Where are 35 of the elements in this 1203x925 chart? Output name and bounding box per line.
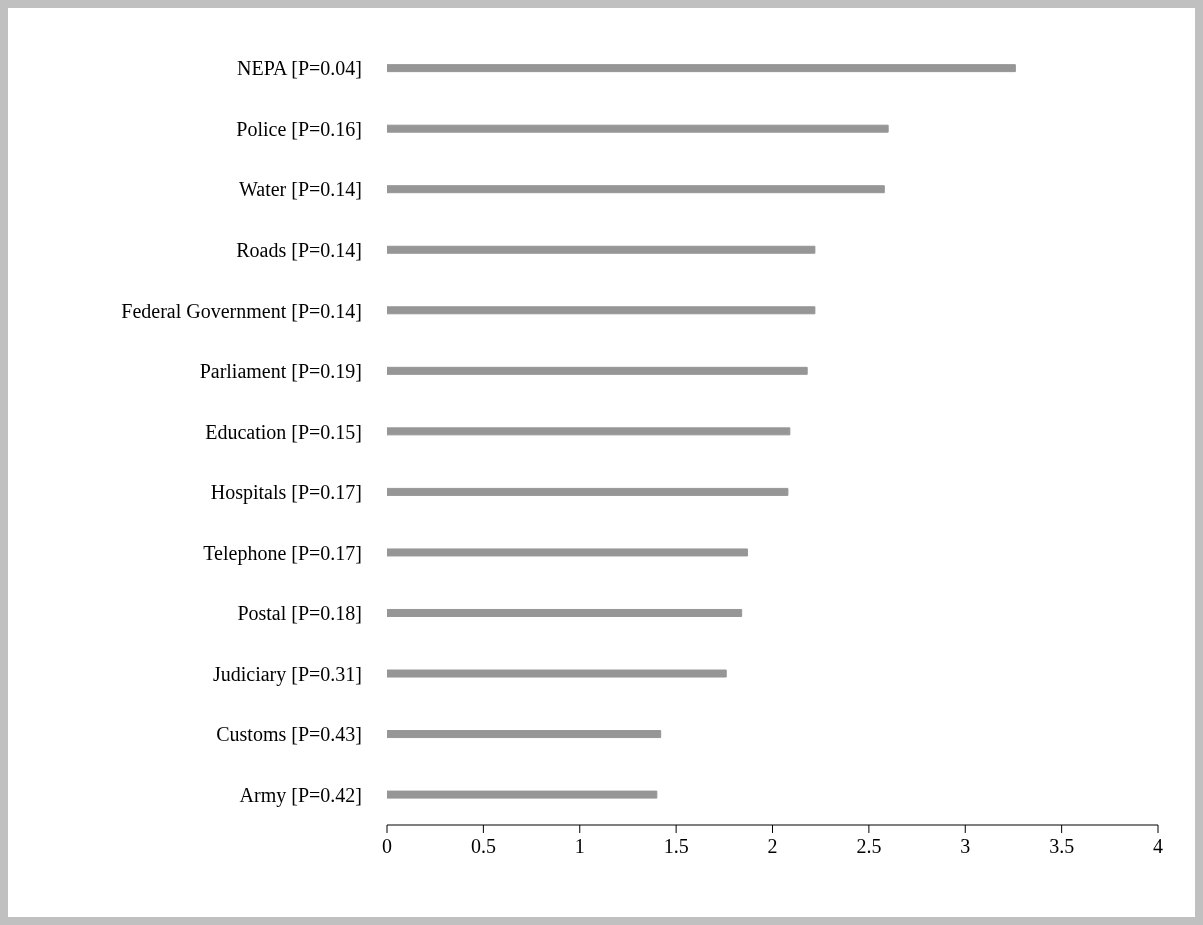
bar xyxy=(387,245,816,254)
x-tick-label: 0 xyxy=(382,835,392,858)
bar xyxy=(387,185,885,194)
bar xyxy=(387,306,816,315)
y-tick-label: Hospitals [P=0.17] xyxy=(210,481,362,505)
x-tick-label: 0.5 xyxy=(470,835,496,858)
y-tick-label: Parliament [P=0.19] xyxy=(199,360,362,383)
y-tick-label: NEPA [P=0.04] xyxy=(236,57,362,80)
y-tick-label: Roads [P=0.14] xyxy=(236,238,362,261)
x-tick-label: 1.5 xyxy=(663,835,689,858)
y-tick-label: Police [P=0.16] xyxy=(236,117,362,140)
y-tick-label: Judiciary [P=0.31] xyxy=(212,662,362,686)
x-tick-label: 3 xyxy=(960,835,971,858)
x-tick-label: 2.5 xyxy=(856,835,882,858)
bar xyxy=(387,669,727,678)
y-tick-label: Water [P=0.14] xyxy=(239,178,362,201)
x-tick-label: 2 xyxy=(767,835,778,858)
bar xyxy=(387,790,658,799)
x-tick-label: 4 xyxy=(1153,835,1163,858)
y-tick-label: Education [P=0.15] xyxy=(205,420,362,443)
y-tick-label: Telephone [P=0.17] xyxy=(203,541,362,565)
x-tick-label: 1 xyxy=(574,835,585,858)
bar xyxy=(387,487,789,496)
bar xyxy=(387,64,1016,73)
bar xyxy=(387,124,889,133)
bar xyxy=(387,427,791,436)
bar xyxy=(387,608,743,617)
bar xyxy=(387,730,662,739)
y-tick-label: Postal [P=0.18] xyxy=(237,602,362,625)
x-tick-label: 3.5 xyxy=(1049,835,1075,858)
y-tick-label: Customs [P=0.43] xyxy=(216,723,362,746)
bar xyxy=(387,548,748,557)
y-tick-label: Army [P=0.42] xyxy=(239,783,362,807)
bar xyxy=(387,366,808,375)
y-tick-label: Federal Government [P=0.14] xyxy=(121,299,362,322)
